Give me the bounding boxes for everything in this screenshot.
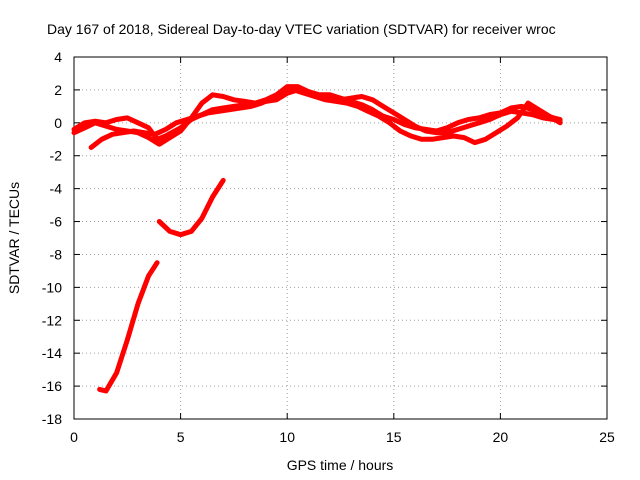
y-tick-label: -6 (50, 214, 63, 230)
y-tick-label: -18 (42, 411, 62, 427)
y-tick-label: -10 (42, 279, 62, 295)
series-line-track-e (156, 177, 226, 238)
y-tick-label: -4 (50, 181, 63, 197)
x-tick-label: 25 (599, 429, 615, 445)
chart-title: Day 167 of 2018, Sidereal Day-to-day VTE… (47, 21, 556, 37)
x-tick-label: 15 (386, 429, 402, 445)
y-tick-label: 0 (54, 115, 62, 131)
y-tick-label: -16 (42, 378, 62, 394)
y-tick-labels: 4 2 0 -2 -4 -6 -8 -10 -12 -14 -16 -18 (42, 49, 62, 427)
plot-frame (73, 56, 608, 420)
series-line-track-c (88, 87, 563, 150)
x-tick-label: 20 (493, 429, 509, 445)
x-tick-label: 0 (70, 429, 78, 445)
y-tick-label: -14 (42, 345, 62, 361)
y-axis-title: SDTVAR / TECUs (6, 182, 22, 294)
x-tick-labels: 0 5 10 15 20 25 (70, 429, 615, 445)
y-tick-label: 4 (54, 49, 62, 65)
y-tick-label: 2 (54, 82, 62, 98)
x-tick-label: 5 (177, 429, 185, 445)
y-tick-label: -12 (42, 312, 62, 328)
y-tick-label: -8 (50, 246, 63, 262)
series-layer (71, 84, 563, 394)
series-line-track-d (97, 260, 160, 394)
tick-marks (73, 56, 608, 420)
x-tick-label: 10 (279, 429, 295, 445)
x-axis-title: GPS time / hours (287, 457, 394, 473)
y-tick-label: -2 (50, 148, 63, 164)
